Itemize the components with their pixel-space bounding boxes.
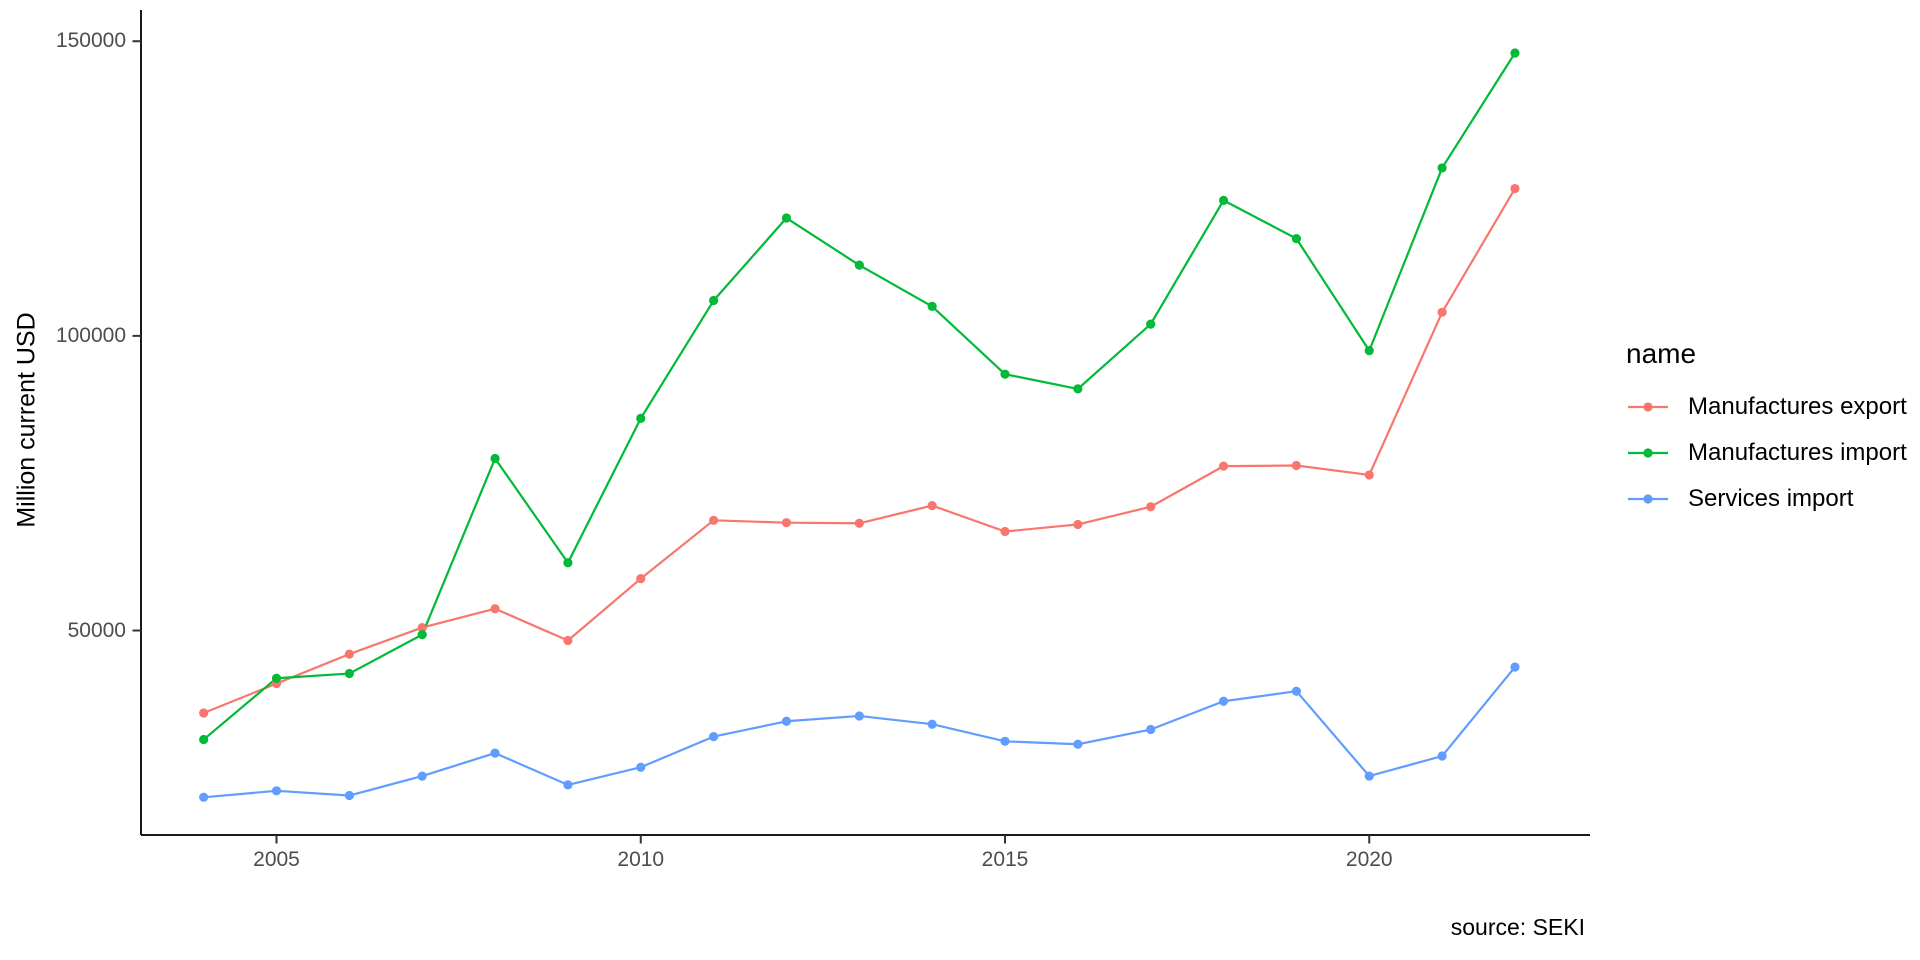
data-point <box>271 673 282 683</box>
data-point <box>1146 319 1156 329</box>
data-point <box>344 790 354 801</box>
data-point <box>271 786 282 796</box>
y-tick-label-100000: 100000 <box>55 323 126 347</box>
data-point <box>1364 346 1374 356</box>
data-point <box>854 260 864 270</box>
data-point <box>199 708 209 718</box>
legend-key-line-dot-icon <box>1628 448 1668 458</box>
data-point <box>1218 195 1229 205</box>
x-tick-label-2010: 2010 <box>617 848 665 871</box>
data-point <box>1437 751 1447 761</box>
data-point <box>781 213 792 223</box>
data-point <box>1364 470 1374 480</box>
data-point <box>636 413 646 423</box>
data-point <box>1000 369 1010 379</box>
data-point <box>1510 48 1520 58</box>
data-point <box>709 731 719 742</box>
legend-label: Manufactures export <box>1688 393 1907 420</box>
x-tick-label-2015: 2015 <box>981 848 1029 871</box>
data-point <box>1510 662 1520 672</box>
data-point <box>927 500 937 511</box>
data-point <box>709 295 719 306</box>
legend-entry-manufactures-import: Manufactures import <box>1626 438 1907 468</box>
data-point <box>1073 519 1083 530</box>
source-caption: source: SEKI <box>1450 914 1585 940</box>
data-point <box>1510 183 1520 194</box>
x-tick-label-2005: 2005 <box>253 848 300 871</box>
data-point <box>927 301 937 312</box>
data-point <box>636 762 646 772</box>
data-point <box>490 604 500 614</box>
data-point <box>781 716 792 726</box>
data-point <box>344 649 354 659</box>
data-point <box>199 734 209 745</box>
data-point <box>1291 234 1302 244</box>
data-point <box>854 518 864 528</box>
data-point <box>417 622 427 633</box>
legend-title: name <box>1626 338 1697 369</box>
data-point <box>563 558 573 568</box>
data-point <box>781 518 792 528</box>
data-point <box>344 668 354 679</box>
data-point <box>1146 502 1156 512</box>
data-point <box>636 574 646 584</box>
data-point <box>1218 461 1229 471</box>
data-point <box>417 771 427 781</box>
data-point <box>1437 307 1447 317</box>
data-point <box>1291 460 1302 471</box>
data-point <box>1437 163 1447 173</box>
legend-entry-services-import: Services import <box>1626 484 1907 514</box>
data-point <box>490 748 500 758</box>
y-tick-label-150000: 150000 <box>55 29 126 53</box>
x-tick-label-2020: 2020 <box>1345 848 1393 871</box>
legend-label: Services import <box>1688 485 1854 512</box>
series-line <box>203 666 1516 799</box>
data-point <box>563 780 573 790</box>
data-point <box>563 635 573 646</box>
data-point <box>199 792 209 802</box>
data-point <box>1073 739 1083 749</box>
legend: name Manufactures export Manufactures im… <box>1626 338 1907 530</box>
data-point <box>490 453 500 464</box>
legend-key-line-dot-icon <box>1628 402 1668 412</box>
legend-entry-manufactures-export: Manufactures export <box>1626 392 1907 422</box>
data-point <box>854 711 864 721</box>
data-point <box>1364 771 1374 781</box>
data-point <box>1000 526 1010 537</box>
legend-label: Manufactures import <box>1688 439 1907 466</box>
data-point <box>1291 686 1302 696</box>
data-point <box>927 719 937 729</box>
data-point <box>1073 384 1083 394</box>
y-tick-label-50000: 50000 <box>67 618 126 642</box>
data-point <box>1146 724 1156 735</box>
data-point <box>417 630 427 640</box>
data-point <box>709 515 719 525</box>
data-point <box>1000 736 1010 746</box>
data-point <box>1218 696 1229 706</box>
legend-key-line-dot-icon <box>1628 494 1668 504</box>
